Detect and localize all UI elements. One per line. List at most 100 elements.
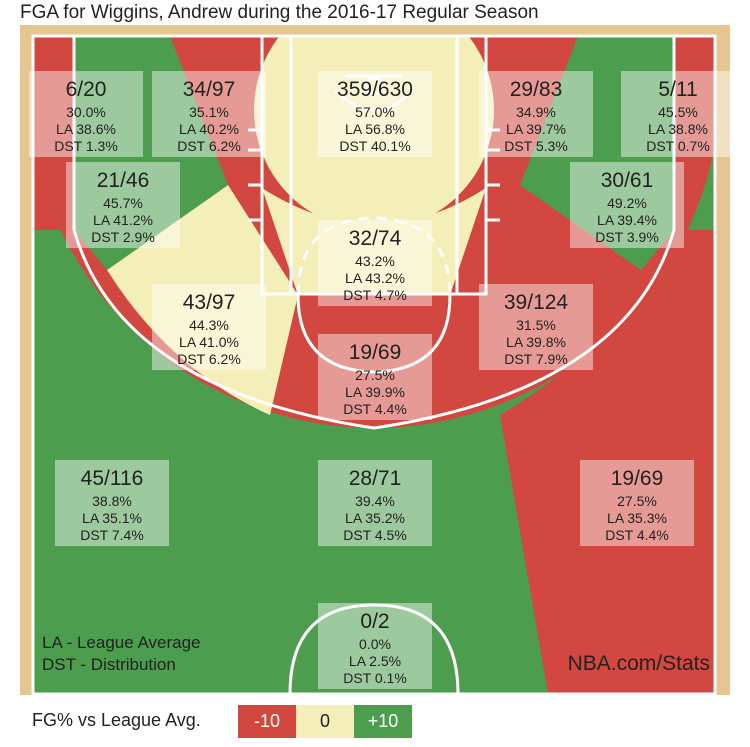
zone-made-attempts: 359/630 [337, 78, 413, 101]
zone-league-average: LA 35.2% [345, 510, 405, 526]
zone-label-backcourt: 0/2 0.0%LA 2.5%DST 0.1% [318, 603, 432, 689]
zone-fg-percent: 45.7% [103, 195, 143, 211]
zone-distribution: DST 4.4% [343, 401, 407, 417]
zone-labels: 6/20 30.0%LA 38.6%DST 1.3% 34/97 35.1%LA 40… [29, 71, 735, 689]
zone-fg-percent: 34.9% [516, 104, 556, 120]
note-distribution: DST - Distribution [42, 655, 176, 674]
zone-made-attempts: 28/71 [349, 467, 402, 490]
zones-layer [33, 36, 715, 694]
court-lines [31, 34, 717, 696]
chart-title: FGA for Wiggins, Andrew during the 2016-… [20, 2, 539, 23]
zone-league-average: LA 38.6% [56, 121, 116, 137]
zone-label-box [318, 334, 432, 420]
zone-made-attempts: 21/46 [97, 169, 150, 192]
zone-right-short-mid [520, 36, 674, 270]
zone-fg-percent: 0.0% [359, 636, 391, 652]
zone-label-box [55, 460, 169, 546]
zone-fg-percent: 27.5% [617, 493, 657, 509]
zone-distribution: DST 6.2% [177, 138, 241, 154]
zone-label-right-wing-3: 19/69 27.5%LA 35.3%DST 4.4% [580, 460, 694, 546]
zone-fg-percent: 44.3% [189, 317, 229, 333]
zone-label-box [29, 71, 143, 157]
zone-right-wing-3 [500, 230, 715, 694]
zone-made-attempts: 32/74 [349, 227, 402, 250]
zone-label-box [580, 460, 694, 546]
zone-left-wing-mid [107, 185, 298, 415]
zone-label-right-baseline-mid: 29/83 34.9%LA 39.7%DST 5.3% [479, 71, 593, 157]
zone-left-short-mid [74, 36, 228, 270]
zone-league-average: LA 2.5% [349, 653, 401, 669]
note-league-average: LA - League Average [42, 633, 201, 652]
zone-label-restricted-area: 359/630 57.0%LA 56.8%DST 40.1% [318, 71, 432, 157]
zone-label-paint-non-ra: 32/74 43.2%LA 43.2%DST 4.7% [318, 220, 432, 306]
zone-fg-percent: 27.5% [355, 367, 395, 383]
zone-made-attempts: 39/124 [504, 291, 569, 314]
legend-label: FG% vs League Avg. [32, 710, 201, 730]
zone-distribution: DST 4.4% [605, 527, 669, 543]
zone-label-box [318, 460, 432, 546]
zone-label-box [318, 220, 432, 306]
zone-paint-non-ra [262, 188, 486, 295]
zone-league-average: LA 38.8% [648, 121, 708, 137]
zone-league-average: LA 56.8% [345, 121, 405, 137]
zone-label-box [318, 603, 432, 689]
zone-label-box [152, 284, 266, 370]
zone-restricted-area [254, 36, 494, 230]
zone-league-average: LA 41.2% [93, 212, 153, 228]
legend-swatch-plus10: +10 [354, 705, 412, 738]
zone-fg-percent: 30.0% [66, 104, 106, 120]
zone-distribution: DST 0.1% [343, 670, 407, 686]
zone-fg-percent: 45.5% [658, 104, 698, 120]
zone-distribution: DST 5.3% [504, 138, 568, 154]
zone-made-attempts: 0/2 [360, 610, 389, 633]
zone-distribution: DST 4.7% [343, 287, 407, 303]
zone-label-left-baseline-mid: 34/97 35.1%LA 40.2%DST 6.2% [152, 71, 266, 157]
zone-fg-percent: 35.1% [189, 104, 229, 120]
zone-label-right-short-mid: 30/61 49.2%LA 39.4%DST 3.9% [570, 162, 684, 248]
zone-label-right-corner-3: 5/11 45.5%LA 38.8%DST 0.7% [621, 71, 735, 157]
zone-league-average: LA 40.2% [179, 121, 239, 137]
zone-fg-percent: 57.0% [355, 104, 395, 120]
zone-fg-percent: 31.5% [516, 317, 556, 333]
zone-label-center-mid: 19/69 27.5%LA 39.9%DST 4.4% [318, 334, 432, 420]
zone-league-average: LA 39.7% [506, 121, 566, 137]
shot-chart: 6/20 30.0%LA 38.6%DST 1.3% 34/97 35.1%LA 40… [20, 25, 735, 696]
zone-made-attempts: 45/116 [81, 467, 144, 490]
zone-label-center-3: 28/71 39.4%LA 35.2%DST 4.5% [318, 460, 432, 546]
zone-fg-percent: 38.8% [92, 493, 132, 509]
zone-label-left-wing-mid: 43/97 44.3%LA 41.0%DST 6.2% [152, 284, 266, 370]
zone-league-average: LA 39.4% [597, 212, 657, 228]
zone-made-attempts: 43/97 [183, 291, 236, 314]
zone-label-box [570, 162, 684, 248]
zone-league-average: LA 35.1% [82, 510, 142, 526]
zone-label-left-short-mid: 21/46 45.7%LA 41.2%DST 2.9% [66, 162, 180, 248]
zone-league-average: LA 39.9% [345, 384, 405, 400]
zone-made-attempts: 5/11 [658, 78, 697, 101]
zone-league-average: LA 43.2% [345, 270, 405, 286]
zone-label-left-wing-3: 45/116 38.8%LA 35.1%DST 7.4% [55, 460, 169, 546]
zone-label-left-corner-3: 6/20 30.0%LA 38.6%DST 1.3% [29, 71, 143, 157]
source-label: NBA.com/Stats [568, 652, 710, 675]
zone-made-attempts: 19/69 [611, 467, 664, 490]
zone-distribution: DST 6.2% [177, 351, 241, 367]
zone-distribution: DST 1.3% [54, 138, 118, 154]
zone-label-box [479, 284, 593, 370]
zone-distribution: DST 7.4% [80, 527, 144, 543]
zone-distribution: DST 0.7% [646, 138, 710, 154]
zone-label-box [152, 71, 266, 157]
zone-league-average: LA 35.3% [607, 510, 667, 526]
zone-fg-percent: 43.2% [355, 253, 395, 269]
zone-label-box [479, 71, 593, 157]
zone-made-attempts: 6/20 [66, 78, 107, 101]
zone-made-attempts: 30/61 [601, 169, 654, 192]
legend-swatch-minus10: -10 [238, 705, 296, 738]
zone-league-average: LA 39.8% [506, 334, 566, 350]
zone-made-attempts: 34/97 [183, 78, 236, 101]
zone-made-attempts: 19/69 [349, 341, 402, 364]
legend: FG% vs League Avg. -10 0 +10 [20, 703, 740, 739]
zone-label-box [66, 162, 180, 248]
zone-made-attempts: 29/83 [510, 78, 563, 101]
zone-fg-percent: 49.2% [607, 195, 647, 211]
zone-fg-percent: 39.4% [355, 493, 395, 509]
zone-label-box [318, 71, 432, 157]
